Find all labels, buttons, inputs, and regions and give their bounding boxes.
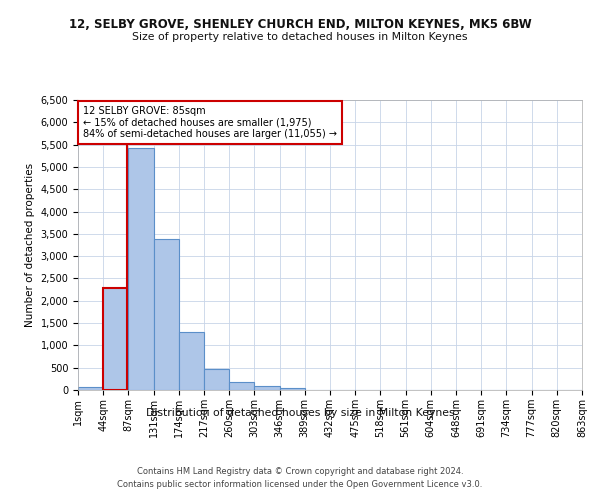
Text: 12 SELBY GROVE: 85sqm
← 15% of detached houses are smaller (1,975)
84% of semi-d: 12 SELBY GROVE: 85sqm ← 15% of detached … <box>83 106 337 139</box>
Bar <box>103 288 128 390</box>
Bar <box>229 382 254 390</box>
Text: Contains HM Land Registry data © Crown copyright and database right 2024.: Contains HM Land Registry data © Crown c… <box>137 468 463 476</box>
Bar <box>280 388 305 390</box>
Bar <box>204 368 229 390</box>
Bar <box>78 387 103 390</box>
Text: 12, SELBY GROVE, SHENLEY CHURCH END, MILTON KEYNES, MK5 6BW: 12, SELBY GROVE, SHENLEY CHURCH END, MIL… <box>68 18 532 30</box>
Y-axis label: Number of detached properties: Number of detached properties <box>25 163 35 327</box>
Bar <box>179 332 204 390</box>
Text: Contains public sector information licensed under the Open Government Licence v3: Contains public sector information licen… <box>118 480 482 489</box>
Text: Size of property relative to detached houses in Milton Keynes: Size of property relative to detached ho… <box>132 32 468 42</box>
Text: Distribution of detached houses by size in Milton Keynes: Distribution of detached houses by size … <box>146 408 454 418</box>
Bar <box>254 386 280 390</box>
Bar <box>128 148 154 390</box>
Bar <box>154 239 179 390</box>
